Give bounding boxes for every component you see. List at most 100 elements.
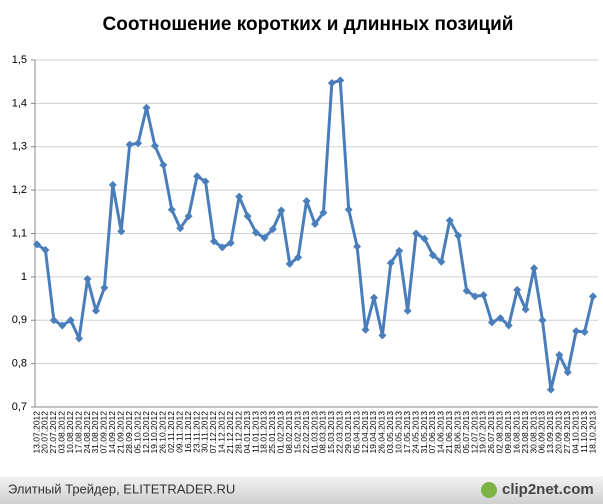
- point-marker: [260, 233, 269, 242]
- point-marker: [546, 385, 555, 394]
- point-marker: [462, 286, 471, 295]
- point-marker: [108, 180, 117, 189]
- footer-bar: [0, 476, 603, 504]
- point-marker: [176, 224, 185, 233]
- x-tick-label: 26.10.2012: [158, 411, 168, 454]
- x-tick-label: 10.08.2012: [65, 411, 75, 454]
- point-marker: [361, 325, 370, 334]
- point-marker: [428, 251, 437, 260]
- point-marker: [235, 192, 244, 201]
- point-marker: [302, 196, 311, 205]
- point-marker: [395, 246, 404, 255]
- x-tick-label: 19.04.2013: [368, 411, 378, 454]
- point-marker: [369, 293, 378, 302]
- x-tick-label: 16.11.2012: [183, 411, 193, 453]
- x-tick-label: 05.10.2012: [132, 411, 142, 454]
- x-tick-label: 22.03.2013: [335, 411, 345, 454]
- y-tick-label: 1,4: [12, 97, 27, 109]
- x-tick-label: 31.05.2013: [419, 411, 429, 454]
- point-marker: [572, 327, 581, 336]
- y-tick-label: 1,5: [12, 54, 27, 66]
- point-marker: [294, 253, 303, 262]
- x-tick-label: 05.04.2013: [351, 411, 361, 454]
- x-tick-label: 23.11.2012: [191, 411, 201, 453]
- point-marker: [75, 334, 84, 343]
- point-marker: [134, 139, 143, 148]
- x-tick-label: 09.08.2013: [503, 411, 513, 454]
- point-marker: [159, 160, 168, 169]
- x-tick-label: 18.10.2013: [587, 411, 597, 454]
- logo-icon: [481, 482, 497, 498]
- x-tick-label: 28.06.2013: [452, 411, 462, 454]
- point-marker: [100, 283, 109, 292]
- x-tick-label: 18.01.2013: [259, 411, 269, 454]
- x-tick-label: 26.04.2013: [377, 411, 387, 454]
- point-marker: [167, 205, 176, 214]
- point-marker: [91, 306, 100, 315]
- x-tick-label: 21.06.2013: [444, 411, 454, 454]
- x-tick-label: 14.06.2013: [436, 411, 446, 454]
- footer-source: Элитный Трейдер, ELITETRADER.RU: [8, 481, 235, 496]
- x-tick-label: 30.11.2012: [200, 411, 210, 453]
- point-marker: [33, 240, 41, 249]
- x-tick-label: 02.11.2012: [166, 411, 176, 453]
- x-tick-label: 10.05.2013: [393, 411, 403, 454]
- point-marker: [277, 206, 286, 215]
- point-marker: [378, 331, 387, 340]
- point-marker: [496, 314, 505, 323]
- point-marker: [437, 257, 446, 266]
- point-marker: [49, 316, 58, 325]
- point-marker: [184, 212, 193, 221]
- point-marker: [226, 239, 235, 248]
- x-tick-label: 03.05.2013: [385, 411, 395, 454]
- x-tick-label: 12.04.2013: [360, 411, 370, 454]
- logo-text: clip2net.com: [502, 481, 594, 498]
- point-marker: [589, 292, 597, 301]
- point-marker: [201, 177, 210, 186]
- x-tick-label: 15.03.2013: [326, 411, 336, 454]
- point-marker: [268, 225, 277, 234]
- point-marker: [521, 305, 530, 314]
- x-tick-label: 21.09.2012: [115, 411, 125, 454]
- point-marker: [336, 76, 345, 85]
- x-tick-label: 24.05.2013: [410, 411, 420, 454]
- point-marker: [471, 292, 480, 301]
- x-tick-label: 25.01.2013: [267, 411, 277, 454]
- point-marker: [403, 306, 412, 315]
- y-tick-label: 1,2: [12, 184, 27, 196]
- x-tick-label: 07.06.2013: [427, 411, 437, 454]
- point-marker: [142, 103, 151, 112]
- y-tick-label: 1: [21, 271, 27, 283]
- x-tick-label: 17.08.2012: [73, 411, 83, 454]
- point-marker: [555, 350, 564, 359]
- point-marker: [252, 228, 261, 237]
- point-marker: [311, 219, 319, 228]
- point-marker: [513, 285, 522, 294]
- x-tick-label: 07.12.2012: [208, 411, 218, 454]
- x-tick-label: 29.03.2013: [343, 411, 353, 454]
- x-tick-label: 01.02.2013: [276, 411, 286, 454]
- point-marker: [538, 316, 547, 325]
- x-tick-label: 15.02.2013: [292, 411, 302, 454]
- x-tick-label: 13.09.2013: [545, 411, 555, 454]
- x-tick-label: 21.12.2012: [225, 411, 235, 454]
- point-marker: [117, 227, 126, 236]
- x-tick-label: 12.10.2012: [141, 411, 151, 454]
- x-tick-label: 14.09.2012: [107, 411, 117, 454]
- point-marker: [243, 212, 252, 221]
- point-marker: [479, 291, 488, 300]
- x-tick-label: 11.01.2013: [250, 411, 260, 453]
- chart-title: Соотношение коротких и длинных позиций: [103, 14, 514, 35]
- point-marker: [563, 368, 572, 377]
- x-tick-label: 01.03.2013: [309, 411, 319, 454]
- x-tick-label: 27.07.2012: [48, 411, 58, 454]
- x-tick-label: 08.03.2013: [318, 411, 328, 454]
- point-marker: [83, 275, 92, 284]
- point-marker: [454, 231, 463, 240]
- point-marker: [580, 327, 589, 336]
- x-tick-label: 17.05.2013: [402, 411, 412, 454]
- y-tick-label: 0,7: [12, 401, 27, 413]
- x-tick-label: 02.08.2013: [495, 411, 505, 454]
- y-tick-label: 1,3: [12, 141, 27, 153]
